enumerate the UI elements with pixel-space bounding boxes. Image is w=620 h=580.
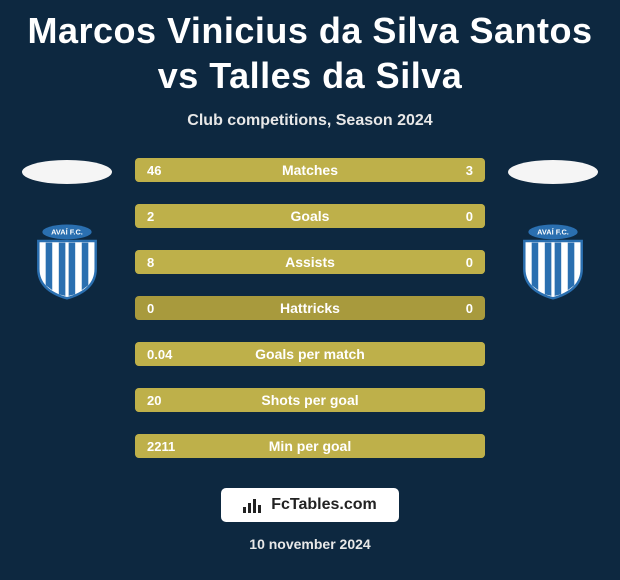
stat-row: 0 Hattricks 0 bbox=[135, 296, 485, 320]
stat-value-left: 46 bbox=[147, 163, 161, 178]
comparison-container: AVAÍ F.C. 46 Matches 3 2 Goals 0 8 Assists 0 0 Hat… bbox=[0, 158, 620, 458]
stat-label: Min per goal bbox=[269, 438, 351, 454]
stat-value-right: 0 bbox=[466, 255, 473, 270]
player-left-silhouette bbox=[22, 160, 112, 184]
player-left-column: AVAÍ F.C. bbox=[17, 158, 117, 300]
stat-label: Goals bbox=[291, 208, 330, 224]
stat-row: 2211 Min per goal bbox=[135, 434, 485, 458]
bars-icon bbox=[243, 497, 263, 513]
player-right-silhouette bbox=[508, 160, 598, 184]
stat-row: 8 Assists 0 bbox=[135, 250, 485, 274]
brand-badge: FcTables.com bbox=[221, 488, 399, 522]
stat-value-right: 0 bbox=[466, 301, 473, 316]
subtitle: Club competitions, Season 2024 bbox=[0, 112, 620, 130]
stat-value-left: 0 bbox=[147, 301, 154, 316]
stat-row: 20 Shots per goal bbox=[135, 388, 485, 412]
player-right-column: AVAÍ F.C. bbox=[503, 158, 603, 300]
stat-label: Matches bbox=[282, 162, 338, 178]
brand-text: FcTables.com bbox=[271, 496, 377, 514]
stat-value-right: 0 bbox=[466, 209, 473, 224]
stat-label: Hattricks bbox=[280, 300, 340, 316]
player-left-crest-icon: AVAÍ F.C. bbox=[26, 218, 108, 300]
stat-row: 0.04 Goals per match bbox=[135, 342, 485, 366]
stat-value-left: 2 bbox=[147, 209, 154, 224]
svg-text:AVAÍ F.C.: AVAÍ F.C. bbox=[51, 227, 83, 236]
page-title: Marcos Vinicius da Silva Santos vs Talle… bbox=[0, 0, 620, 98]
stat-bar-left bbox=[135, 158, 401, 182]
stat-value-right: 3 bbox=[466, 163, 473, 178]
footer: FcTables.com 10 november 2024 bbox=[0, 488, 620, 552]
date-text: 10 november 2024 bbox=[249, 536, 370, 552]
stat-row: 46 Matches 3 bbox=[135, 158, 485, 182]
stats-column: 46 Matches 3 2 Goals 0 8 Assists 0 0 Hattricks 0 0.0… bbox=[135, 158, 485, 458]
stat-row: 2 Goals 0 bbox=[135, 204, 485, 228]
stat-value-left: 8 bbox=[147, 255, 154, 270]
stat-label: Goals per match bbox=[255, 346, 365, 362]
stat-value-left: 20 bbox=[147, 393, 161, 408]
player-right-crest-icon: AVAÍ F.C. bbox=[512, 218, 594, 300]
stat-value-left: 2211 bbox=[147, 439, 175, 454]
svg-text:AVAÍ F.C.: AVAÍ F.C. bbox=[537, 227, 569, 236]
stat-value-left: 0.04 bbox=[147, 347, 172, 362]
stat-label: Shots per goal bbox=[261, 392, 358, 408]
stat-label: Assists bbox=[285, 254, 335, 270]
